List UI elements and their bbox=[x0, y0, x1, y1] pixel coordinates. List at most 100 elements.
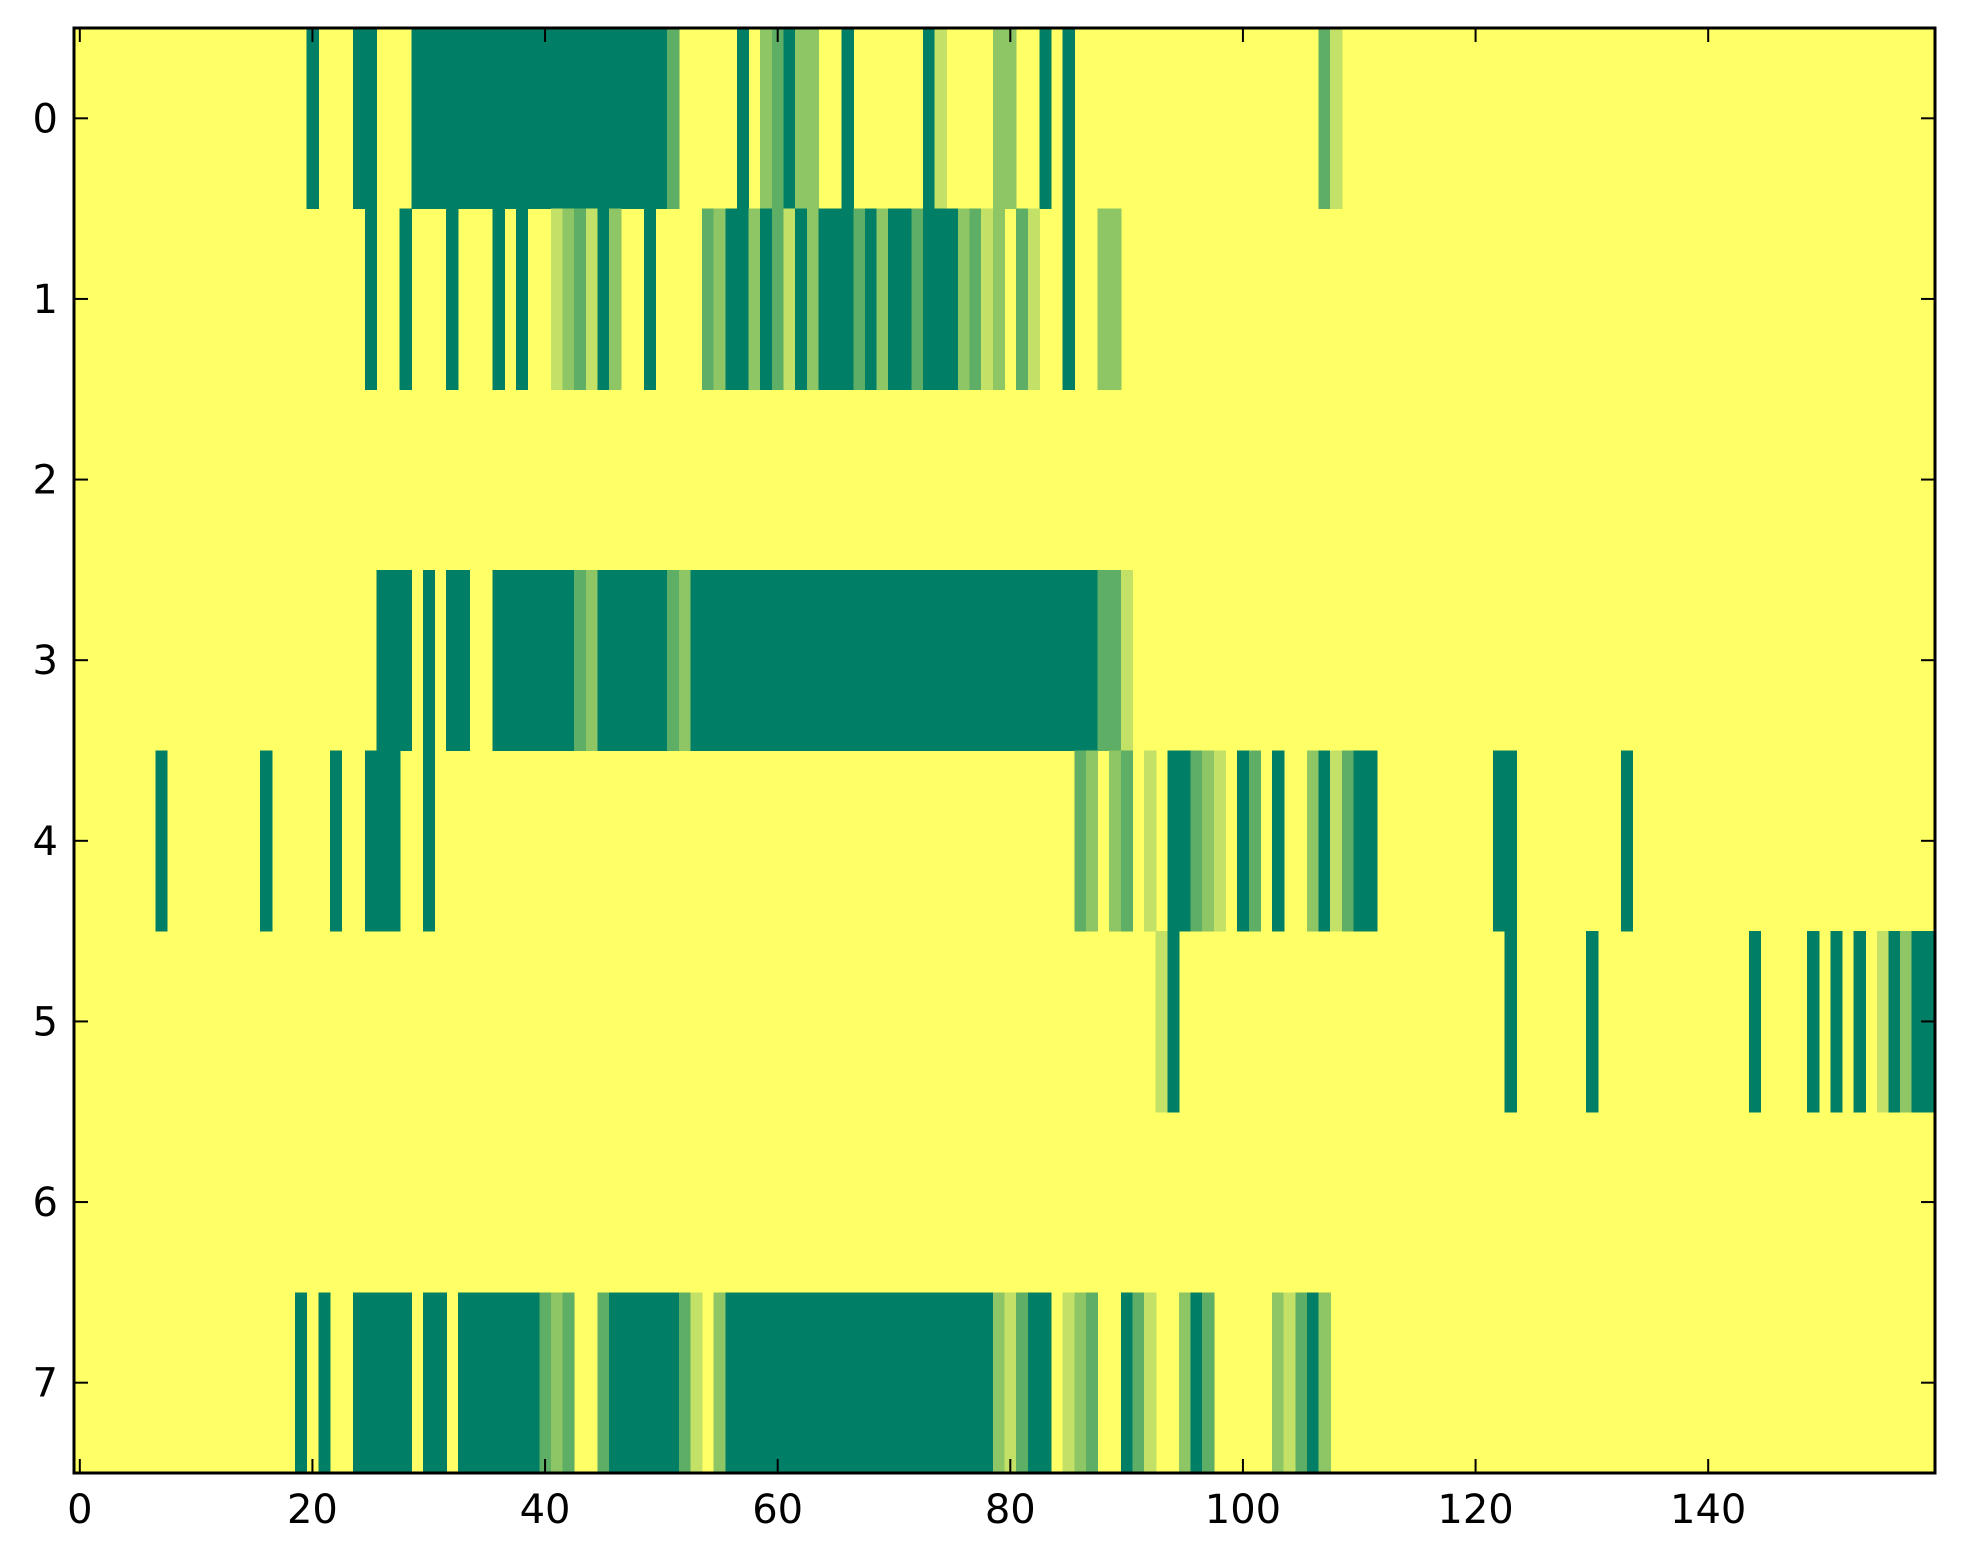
heatmap-cell bbox=[783, 28, 796, 210]
heatmap-cell bbox=[864, 208, 878, 390]
y-tick-label: 7 bbox=[33, 1361, 58, 1407]
heatmap-cell bbox=[1318, 28, 1331, 210]
heatmap-cell bbox=[795, 28, 819, 210]
heatmap-cell bbox=[1306, 750, 1320, 932]
heatmap-cell bbox=[1237, 750, 1250, 932]
heatmap-cell bbox=[1748, 931, 1762, 1113]
heatmap-cell bbox=[329, 750, 343, 932]
heatmap-cell bbox=[1062, 28, 1075, 210]
heatmap-cell bbox=[783, 208, 796, 390]
heatmap-cell bbox=[597, 569, 668, 752]
heatmap-cell bbox=[1876, 931, 1890, 1113]
heatmap-cell bbox=[1586, 931, 1599, 1113]
heatmap-cell bbox=[725, 1292, 994, 1474]
heatmap-cell bbox=[1272, 750, 1285, 932]
heatmap-cell bbox=[1144, 750, 1157, 932]
heatmap-cell bbox=[574, 208, 587, 390]
heatmap-cell bbox=[667, 28, 680, 210]
heatmap-cell bbox=[736, 28, 750, 210]
heatmap-cell bbox=[1306, 1292, 1320, 1474]
y-tick-label: 1 bbox=[33, 277, 58, 323]
heatmap-cell bbox=[260, 750, 273, 932]
heatmap-cell bbox=[713, 208, 726, 390]
heatmap-cell bbox=[1120, 1292, 1134, 1474]
heatmap-cell bbox=[1295, 1292, 1308, 1474]
heatmap-cell bbox=[1900, 931, 1913, 1113]
heatmap-cell bbox=[376, 569, 412, 752]
heatmap-cell bbox=[876, 208, 889, 390]
heatmap-cell bbox=[574, 569, 587, 752]
heatmap-cell bbox=[760, 28, 773, 210]
heatmap-cell bbox=[562, 208, 575, 390]
heatmap-cell bbox=[1493, 750, 1517, 932]
heatmap-cell bbox=[1167, 931, 1180, 1113]
heatmap-cell bbox=[1120, 569, 1134, 752]
heatmap-cell bbox=[597, 1292, 610, 1474]
heatmap-cell bbox=[597, 208, 610, 390]
heatmap-cell bbox=[550, 1292, 564, 1474]
heatmap-cell bbox=[1318, 1292, 1331, 1474]
y-tick-label: 6 bbox=[33, 1180, 58, 1226]
heatmap-cell bbox=[446, 208, 459, 390]
heatmap-cell bbox=[1016, 208, 1029, 390]
heatmap-cell bbox=[1109, 750, 1122, 932]
heatmap-cell bbox=[515, 208, 529, 390]
heatmap-cell bbox=[667, 569, 680, 752]
heatmap-cell bbox=[713, 1292, 726, 1474]
heatmap-cell bbox=[1178, 1292, 1192, 1474]
x-tick-label: 140 bbox=[1670, 1487, 1746, 1533]
heatmap-cell bbox=[492, 569, 575, 752]
heatmap-cell bbox=[1085, 750, 1099, 932]
heatmap-cell bbox=[585, 569, 599, 752]
heatmap-cell bbox=[1830, 931, 1843, 1113]
heatmap-cell bbox=[690, 569, 1099, 752]
heatmap-cell bbox=[992, 28, 1017, 210]
heatmap-cell bbox=[422, 750, 436, 932]
heatmap-cell bbox=[748, 208, 761, 390]
heatmap-cell bbox=[609, 208, 622, 390]
heatmap-cell bbox=[806, 208, 819, 390]
heatmap-cell bbox=[981, 208, 994, 390]
heatmap-cell bbox=[923, 28, 936, 210]
heatmap-cell bbox=[1062, 1292, 1075, 1474]
heatmap-cell bbox=[1202, 750, 1215, 932]
heatmap-cell bbox=[678, 569, 692, 752]
y-tick-label: 4 bbox=[33, 819, 58, 865]
heatmap-cell bbox=[702, 208, 715, 390]
heatmap-cell bbox=[399, 208, 412, 390]
heatmap-cell bbox=[1272, 1292, 1285, 1474]
heatmap-cell bbox=[957, 208, 971, 390]
heatmap-cell bbox=[760, 208, 773, 390]
heatmap-cell bbox=[1027, 1292, 1052, 1474]
heatmap-cell bbox=[353, 1292, 412, 1474]
y-tick-label: 5 bbox=[33, 999, 58, 1045]
heatmap-cell bbox=[1341, 750, 1355, 932]
heatmap-cell bbox=[1155, 931, 1168, 1113]
heatmap-cell bbox=[795, 208, 808, 390]
heatmap-cell bbox=[318, 1292, 331, 1474]
x-tick-label: 0 bbox=[67, 1487, 92, 1533]
heatmap-cell bbox=[1039, 28, 1052, 210]
plot-area bbox=[74, 28, 1936, 1474]
heatmap-cell bbox=[457, 1292, 540, 1474]
heatmap-cell bbox=[1807, 931, 1820, 1113]
x-tick-label: 60 bbox=[752, 1487, 803, 1533]
heatmap-cell bbox=[1016, 1292, 1029, 1474]
y-tick-label: 0 bbox=[33, 96, 58, 142]
heatmap-cell bbox=[1074, 750, 1087, 932]
heatmap-cell bbox=[992, 208, 1006, 390]
heatmap-cell bbox=[364, 750, 401, 932]
x-tick-label: 100 bbox=[1205, 1487, 1281, 1533]
heatmap-cell bbox=[422, 569, 436, 752]
heatmap-cell bbox=[771, 28, 785, 210]
heatmap-cell bbox=[1318, 750, 1331, 932]
heatmap-cell bbox=[934, 28, 947, 210]
heatmap-cell bbox=[1853, 931, 1866, 1113]
x-tick-label: 120 bbox=[1437, 1487, 1513, 1533]
axes: 0 20 40 60 80 100 120 140 0 1 2 3 4 5 6 7 bbox=[33, 26, 1937, 1533]
heatmap-cell bbox=[562, 1292, 575, 1474]
heatmap-cell bbox=[1190, 750, 1203, 932]
heatmap-cell bbox=[690, 1292, 703, 1474]
heatmap-cell bbox=[1248, 750, 1261, 932]
